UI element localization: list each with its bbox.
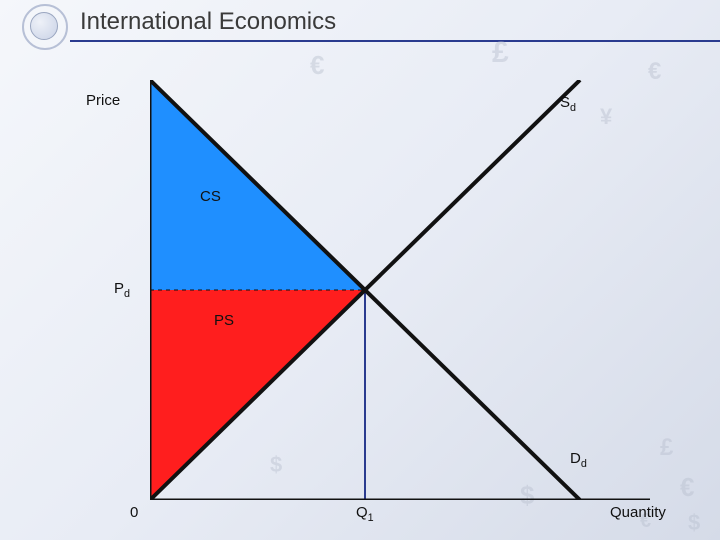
dd-demand-label: Dd (570, 450, 587, 470)
title-bullet-inner (30, 12, 58, 40)
title-underline (70, 40, 720, 42)
ps-region-label: PS (214, 312, 234, 329)
currency-watermark-icon: € (680, 472, 694, 503)
currency-watermark-icon: € (648, 58, 661, 86)
page-title: International Economics (80, 8, 336, 36)
pd-price-label: Pd (114, 280, 130, 300)
quantity-axis-label: Quantity (610, 504, 666, 521)
cs-region-label: CS (200, 188, 221, 205)
q1-quantity-label: Q1 (356, 504, 374, 524)
slide-root: International Economics £€€¥$$£€$€ Price… (0, 0, 720, 540)
currency-watermark-icon: € (310, 50, 324, 81)
currency-watermark-icon: £ (660, 434, 673, 462)
currency-watermark-icon: $ (688, 510, 700, 536)
supply-demand-chart (150, 80, 650, 500)
origin-label: 0 (130, 504, 138, 521)
price-axis-label: Price (86, 92, 120, 109)
sd-supply-label: Sd (560, 94, 576, 114)
